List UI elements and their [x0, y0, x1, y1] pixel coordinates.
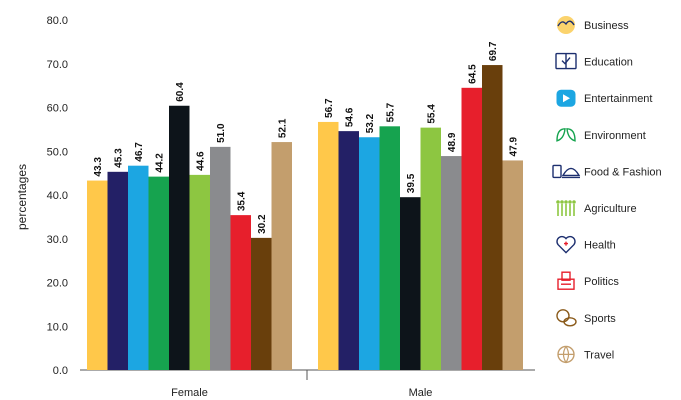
x-axis-categories: Female Male — [171, 387, 432, 399]
y-tick-label: 70.0 — [47, 59, 68, 71]
food-fashion-icon — [552, 164, 581, 179]
bar-female-7 — [230, 215, 251, 370]
x-category-label: Male — [409, 387, 433, 399]
bar-male-4 — [400, 197, 421, 370]
business-icon — [557, 16, 575, 34]
legend-item: Entertainment — [556, 89, 652, 107]
value-label: 45.3 — [113, 148, 124, 168]
legend-label: Food & Fashion — [584, 166, 662, 178]
value-label: 30.2 — [257, 214, 268, 234]
legend-item: Health — [556, 235, 616, 254]
bar-female-0 — [87, 180, 108, 370]
bar-male-5 — [420, 127, 441, 370]
legend-item: Environment — [556, 128, 646, 142]
value-label: 55.7 — [385, 102, 396, 122]
y-tick-label: 30.0 — [47, 234, 68, 246]
value-label: 46.7 — [134, 142, 145, 162]
value-label: 43.3 — [93, 157, 104, 177]
sports-icon — [556, 309, 577, 327]
value-label: 44.6 — [195, 151, 206, 171]
y-tick-label: 20.0 — [47, 278, 68, 290]
plot-area — [80, 369, 535, 380]
y-tick-label: 60.0 — [47, 103, 68, 115]
politics-icon — [557, 271, 575, 290]
value-label: 69.7 — [488, 41, 499, 61]
legend-label: Education — [584, 57, 633, 69]
legend-label: Entertainment — [584, 93, 652, 105]
education-icon — [555, 52, 577, 70]
legend-item: Education — [555, 52, 633, 70]
bar-female-2 — [128, 165, 149, 370]
bar-male-3 — [379, 126, 400, 370]
legend-label: Agriculture — [584, 203, 637, 215]
legend: Business Education Entertainment Environmen… — [552, 16, 662, 364]
value-label: 60.4 — [175, 82, 186, 102]
legend-label: Environment — [584, 130, 646, 142]
environment-icon — [556, 128, 576, 142]
legend-label: Sports — [584, 313, 616, 325]
bar-male-0 — [318, 121, 339, 370]
y-tick-label: 80.0 — [47, 15, 68, 27]
y-tick-label: 40.0 — [47, 190, 68, 202]
value-label: 56.7 — [324, 98, 335, 118]
bar-female-1 — [107, 171, 128, 370]
y-tick-label: 50.0 — [47, 146, 68, 158]
value-label: 39.5 — [406, 173, 417, 193]
value-label: 54.6 — [344, 107, 355, 127]
bar-male-9 — [502, 160, 523, 370]
legend-label: Travel — [584, 349, 614, 361]
entertainment-icon — [556, 89, 576, 107]
bars — [87, 65, 523, 370]
agriculture-icon — [556, 200, 576, 216]
value-labels: 43.3 45.3 46.7 44.2 60.4 44.6 51.0 35.4 30.2 52.1… — [93, 41, 520, 234]
travel-icon — [557, 345, 575, 364]
bar-female-3 — [148, 176, 169, 370]
bar-male-1 — [338, 131, 359, 370]
bar-female-4 — [169, 105, 190, 370]
value-label: 35.4 — [236, 191, 247, 211]
value-label: 44.2 — [154, 153, 165, 173]
y-axis-ticks: 0.0 10.0 20.0 30.0 40.0 50.0 60.0 70.0 80.0 — [47, 15, 68, 377]
value-label: 55.4 — [426, 104, 437, 124]
legend-label: Health — [584, 240, 616, 252]
bar-male-7 — [461, 87, 482, 370]
bar-female-9 — [271, 142, 292, 370]
value-label: 48.9 — [447, 132, 458, 152]
bar-female-5 — [189, 174, 210, 370]
bar-male-2 — [359, 137, 380, 370]
y-tick-label: 0.0 — [53, 365, 68, 377]
bar-female-6 — [210, 146, 231, 370]
legend-item: Agriculture — [556, 200, 637, 216]
value-label: 51.0 — [216, 123, 227, 143]
health-icon — [556, 235, 576, 254]
legend-item: Travel — [557, 345, 614, 364]
value-label: 47.9 — [508, 137, 519, 157]
y-tick-label: 10.0 — [47, 321, 68, 333]
bar-female-8 — [251, 237, 272, 370]
value-label: 64.5 — [467, 64, 478, 84]
legend-item: Sports — [556, 309, 616, 327]
value-label: 52.1 — [277, 118, 288, 138]
legend-label: Politics — [584, 276, 619, 288]
legend-item: Politics — [557, 271, 619, 290]
bar-male-8 — [482, 65, 503, 370]
x-category-label: Female — [171, 387, 208, 399]
legend-label: Business — [584, 20, 629, 32]
value-label: 53.2 — [365, 113, 376, 133]
legend-item: Business — [557, 16, 629, 34]
bar-male-6 — [441, 156, 462, 370]
legend-item: Food & Fashion — [552, 164, 662, 179]
y-axis-label: percentages — [15, 164, 29, 230]
